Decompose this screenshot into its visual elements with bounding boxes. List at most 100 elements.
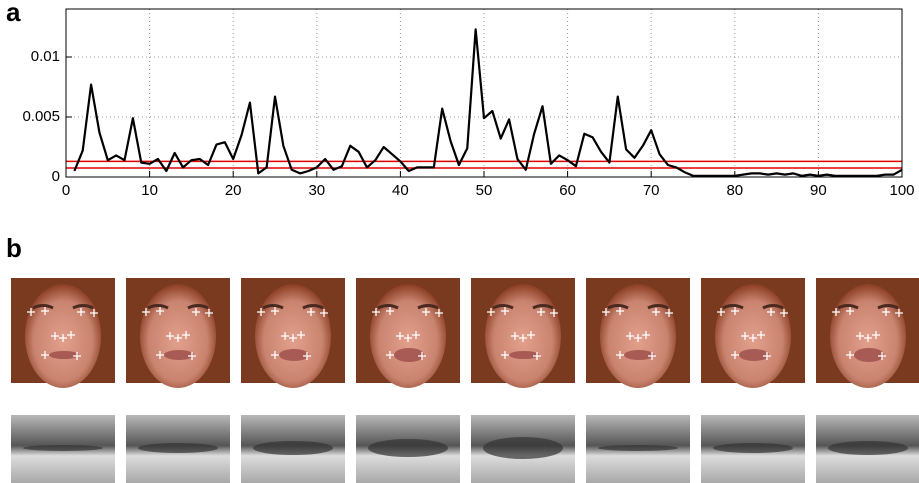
eyebrows <box>262 304 324 310</box>
landmark <box>642 331 650 339</box>
x-tick-label: 0 <box>62 182 70 199</box>
landmark <box>487 308 495 316</box>
landmark <box>41 307 49 315</box>
mouth-opening <box>598 445 678 451</box>
landmark <box>878 352 886 360</box>
landmark <box>59 334 67 342</box>
x-tick-label: 90 <box>810 182 827 199</box>
landmark <box>271 307 279 315</box>
landmark <box>271 351 279 359</box>
landmark <box>616 307 624 315</box>
landmark <box>297 331 305 339</box>
landmark <box>41 351 49 359</box>
eyebrows <box>147 304 209 310</box>
mouth-image <box>701 415 805 483</box>
landmark <box>303 352 311 360</box>
landmark <box>717 308 725 316</box>
mouth-opening <box>713 443 793 453</box>
mouth-image <box>11 415 115 483</box>
eyebrows <box>377 304 439 310</box>
eyebrows <box>837 304 899 310</box>
landmark <box>372 308 380 316</box>
landmark <box>634 334 642 342</box>
landmark <box>77 308 85 316</box>
eyebrows <box>722 304 784 310</box>
landmark <box>864 334 872 342</box>
landmark <box>626 332 634 340</box>
landmark <box>511 332 519 340</box>
lips <box>164 350 194 360</box>
mouth-image <box>356 415 460 483</box>
landmark <box>166 332 174 340</box>
mouth-opening <box>483 437 563 459</box>
landmark <box>846 307 854 315</box>
landmark <box>156 307 164 315</box>
face-image <box>356 278 460 388</box>
face-image <box>586 278 690 388</box>
x-tick-label: 50 <box>476 182 493 199</box>
mouth-image <box>471 415 575 483</box>
eyebrows <box>32 304 94 310</box>
x-tick-label: 80 <box>726 182 743 199</box>
face-image <box>241 278 345 388</box>
landmark <box>67 331 75 339</box>
landmark <box>665 309 673 317</box>
lips <box>854 348 884 362</box>
eyebrows <box>492 304 554 310</box>
landmark <box>648 352 656 360</box>
face-image <box>701 278 805 388</box>
panel-label: b <box>6 233 22 263</box>
x-tick-label: 30 <box>308 182 325 199</box>
landmark <box>386 307 394 315</box>
mouth-opening <box>23 445 103 451</box>
landmark <box>731 307 739 315</box>
x-tick-label: 60 <box>559 182 576 199</box>
landmark <box>846 351 854 359</box>
face-image <box>11 278 115 388</box>
landmark <box>550 309 558 317</box>
lips <box>279 349 309 361</box>
lips <box>739 349 769 361</box>
landmark <box>320 309 328 317</box>
face-image <box>816 278 919 388</box>
x-tick-label: 100 <box>889 182 914 199</box>
landmark <box>533 352 541 360</box>
landmark <box>307 308 315 316</box>
landmark <box>537 308 545 316</box>
mouth-opening <box>253 441 333 455</box>
y-tick-label: 0 <box>52 168 60 185</box>
landmark <box>412 331 420 339</box>
face-image <box>126 278 230 388</box>
mouth-image <box>816 415 919 483</box>
landmark <box>895 309 903 317</box>
mouth-image <box>126 415 230 483</box>
landmark <box>188 352 196 360</box>
lips <box>49 351 79 359</box>
landmark <box>731 351 739 359</box>
landmark <box>192 308 200 316</box>
landmark <box>741 332 749 340</box>
panel-label: a <box>6 0 21 27</box>
mouth-opening <box>138 443 218 453</box>
landmark <box>616 351 624 359</box>
landmark <box>757 331 765 339</box>
landmark <box>501 351 509 359</box>
landmark <box>872 331 880 339</box>
landmark <box>780 309 788 317</box>
landmark <box>882 308 890 316</box>
landmark <box>90 309 98 317</box>
landmark <box>386 351 394 359</box>
landmark <box>51 332 59 340</box>
landmark <box>174 334 182 342</box>
data-line <box>73 28 903 177</box>
landmark <box>205 309 213 317</box>
mouth-image <box>586 415 690 483</box>
mouth-image <box>241 415 345 483</box>
landmark <box>289 334 297 342</box>
landmark <box>73 352 81 360</box>
landmark <box>501 307 509 315</box>
x-tick-label: 10 <box>141 182 158 199</box>
y-tick-label: 0.01 <box>31 48 60 65</box>
